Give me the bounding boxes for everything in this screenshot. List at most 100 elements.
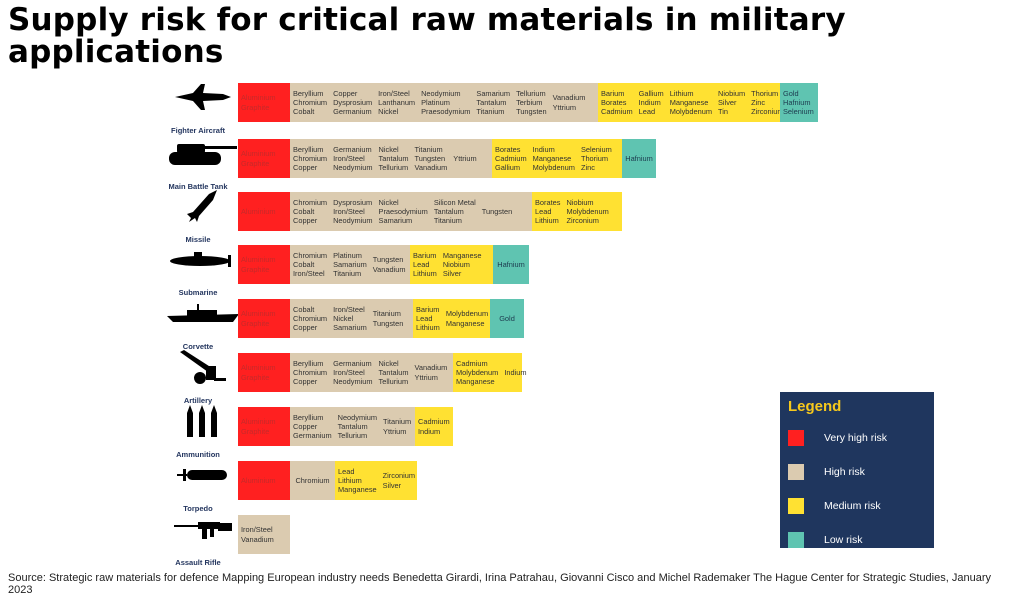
material-name: Titanium [383, 417, 412, 427]
material-name: Thorium [751, 88, 779, 98]
vehicle-label: Missile [185, 235, 211, 244]
material-name: Tungsten [516, 107, 547, 117]
material-name: Iron/Steel [293, 269, 325, 279]
material-column: Molybdenum Manganese [446, 309, 488, 327]
material-column: Lithium Manganese Molybdenum [670, 89, 712, 117]
material-column: Beryllium Chromium Copper [293, 145, 327, 173]
material-name: Barium [413, 250, 437, 260]
material-name: Cobalt [293, 206, 315, 216]
material-name: Cadmium [456, 358, 488, 368]
material-name: Niobium [566, 197, 594, 207]
material-name: Terbium [516, 97, 543, 107]
vehicle-row: Iron/Steel Vanadium [238, 515, 290, 554]
material-column: Hafnium [625, 154, 653, 163]
material-column: Indium Manganese Molybdenum [533, 145, 575, 173]
vehicle-label: Artillery [183, 396, 213, 405]
material-name: Tantalum [378, 367, 409, 377]
material-name: Graphite [241, 318, 270, 328]
risk-segment-m: Barium Lead Lithium Manganese Niobium Silver [410, 245, 493, 284]
risk-segment-h: Iron/Steel Vanadium [238, 515, 290, 554]
material-column: Dysprosium Iron/Steel Neodymium [333, 198, 372, 226]
material-name: Iron/Steel [333, 206, 365, 216]
material-name: Copper [293, 421, 318, 431]
material-column: Iron/Steel Nickel Samarium [333, 305, 367, 333]
material-name: Cobalt [293, 304, 315, 314]
material-column: Germanium Iron/Steel Neodymium [333, 145, 372, 173]
material-name: Zirconium [382, 471, 416, 481]
material-name: Cadmium [601, 107, 633, 117]
material-name: Lithium [535, 216, 559, 226]
material-column: Yttrium [453, 154, 476, 163]
material-name: Tungsten [372, 255, 404, 265]
material-column: Hafnium [497, 260, 525, 269]
material-name: Platinum [421, 97, 450, 107]
vehicle-row: Aluminium Chromium Cobalt Copper Dysprosium I… [238, 192, 622, 231]
material-name: Titanium [414, 144, 443, 154]
material-name: Iron/Steel [333, 153, 365, 163]
material-name: Titanium [433, 216, 462, 226]
material-name: Lead [535, 206, 552, 216]
material-name: Vanadium [414, 163, 448, 173]
material-name: Zirconium [566, 216, 599, 226]
material-column: Nickel Tantalum Tellurium [379, 145, 409, 173]
material-name: Titanium [333, 269, 362, 279]
risk-segment-h: Chromium Cobalt Iron/Steel Platinum Samarium… [290, 245, 410, 284]
material-name: Chromium [293, 313, 328, 323]
risk-segment-m: Borates Cadmium Gallium Indium Manganese Moly… [492, 139, 622, 178]
material-name: Borates [495, 144, 521, 154]
material-name: Aluminium [241, 475, 276, 485]
material-name: Barium [416, 304, 440, 314]
risk-segment-m: Cadmium Indium [415, 407, 453, 446]
vehicle-label: Submarine [178, 288, 218, 297]
corvette-icon [160, 302, 245, 324]
material-name: Titanium [372, 309, 401, 319]
legend: Legend Very high risk High risk Medium ris… [780, 392, 934, 548]
material-name: Iron/Steel [333, 367, 365, 377]
material-name: Praesodymium [421, 107, 471, 117]
source-note: Source: Strategic raw materials for defe… [8, 572, 991, 596]
material-name: Aluminium [241, 417, 276, 427]
risk-segment-l: Gold Hafnium Selenium [780, 83, 818, 122]
material-name: Dysprosium [333, 197, 373, 207]
material-name: Vanadium [372, 264, 406, 274]
material-column: Neodymium Platinum Praesodymium [421, 89, 470, 117]
material-column: Barium Lead Lithium [413, 251, 437, 279]
material-name: Germanium [333, 358, 372, 368]
material-name: Tungsten [414, 153, 446, 163]
risk-segment-l: Hafnium [622, 139, 656, 178]
material-name: Tungsten [372, 318, 404, 328]
material-column: Samarium Tantalum Titanium [476, 89, 510, 117]
material-column: Borates Cadmium Gallium [495, 145, 527, 173]
material-name: Hafnium [625, 153, 653, 163]
material-name: Copper [293, 163, 318, 173]
material-name: Beryllium [293, 358, 324, 368]
material-name: Iron/Steel [333, 304, 365, 314]
material-name: Samarium [378, 216, 413, 226]
material-name: Titanium [476, 107, 505, 117]
material-column: Indium [504, 368, 526, 377]
material-column: Germanium Iron/Steel Neodymium [333, 359, 372, 387]
risk-segment-vh: Aluminium Graphite [238, 83, 290, 122]
legend-label: High risk [824, 466, 865, 478]
material-name: Beryllium [293, 144, 324, 154]
material-name: Aluminium [241, 149, 276, 159]
material-name: Neodymium [337, 412, 378, 422]
material-name: Graphite [241, 102, 270, 112]
material-name: Manganese [445, 318, 485, 328]
legend-item: Low risk [788, 523, 926, 557]
ammunition-icon [160, 403, 245, 439]
material-name: Tellurium [516, 88, 546, 98]
missile-icon [160, 188, 245, 224]
material-column: Aluminium Graphite [241, 417, 276, 435]
legend-item: Medium risk [788, 489, 926, 523]
material-name: Neodymium [421, 88, 461, 98]
material-name: Tellurium [378, 163, 409, 173]
material-name: Tantalum [433, 206, 464, 216]
material-name: Samarium [333, 323, 367, 333]
risk-segment-m: Barium Borates Cadmium Gallium Indium Lead Lit… [598, 83, 784, 122]
risk-segment-vh: Aluminium [238, 461, 290, 500]
risk-segment-l: Gold [490, 299, 524, 338]
material-name: Aluminium [241, 206, 276, 216]
material-name: Niobium [718, 88, 746, 98]
material-name: Lead [413, 259, 430, 269]
